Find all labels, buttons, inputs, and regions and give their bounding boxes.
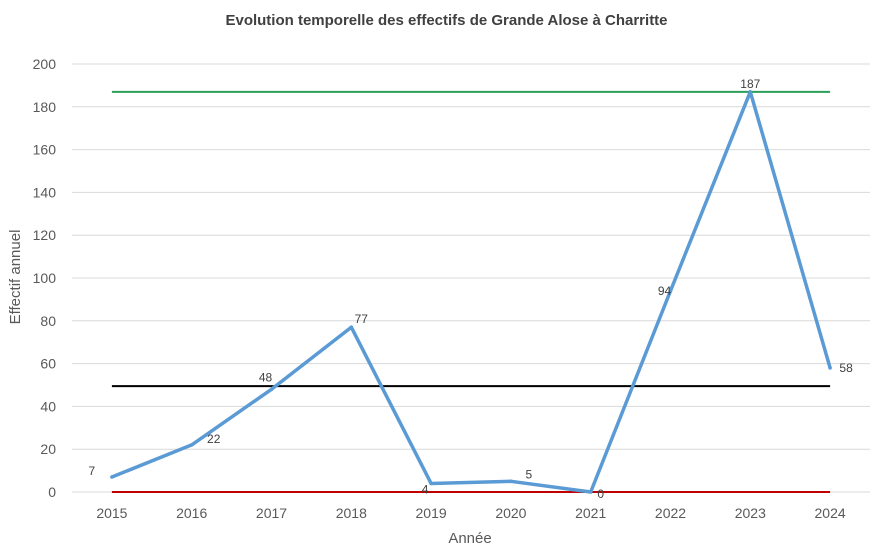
y-tick-200: 200 (33, 56, 57, 72)
data-point-2017 (269, 387, 274, 392)
x-tick-2016: 2016 (176, 505, 207, 521)
reference-lines (111, 90, 831, 493)
data-point-2021 (588, 490, 593, 494)
y-tick-80: 80 (40, 313, 56, 329)
chart-title: Evolution temporelle des effectifs de Gr… (225, 12, 668, 29)
gridlines (72, 63, 870, 493)
data-label-2018: 77 (355, 312, 369, 326)
data-label-2019: 4 (422, 482, 429, 496)
data-labels: 7 22 48 77 4 5 0 94 187 58 (89, 77, 854, 501)
data-label-2016: 22 (207, 432, 221, 446)
x-tick-2021: 2021 (575, 505, 606, 521)
data-point-2022 (668, 289, 673, 293)
x-tick-2017: 2017 (256, 505, 287, 521)
x-tick-2020: 2020 (495, 505, 526, 521)
series-layer (110, 90, 832, 494)
y-tick-60: 60 (40, 356, 56, 372)
data-label-2024: 58 (839, 361, 853, 375)
data-point-2024 (828, 366, 832, 370)
y-tick-40: 40 (40, 398, 56, 414)
x-tick-2023: 2023 (735, 505, 766, 521)
x-tick-2022: 2022 (655, 505, 686, 521)
data-point-2018 (349, 325, 354, 330)
x-tick-2024: 2024 (815, 505, 846, 521)
data-point-2015 (110, 475, 114, 479)
x-tick-2015: 2015 (96, 505, 127, 521)
y-tick-20: 20 (40, 441, 56, 457)
data-point-2016 (189, 443, 194, 447)
data-label-2017: 48 (259, 370, 273, 384)
data-label-2020: 5 (526, 467, 533, 481)
data-point-2023 (748, 90, 753, 94)
y-tick-140: 140 (33, 184, 57, 200)
x-axis-title: Année (448, 530, 491, 547)
y-tick-100: 100 (33, 270, 57, 286)
y-axis-title: Effectif annuel (7, 230, 24, 325)
y-tick-180: 180 (33, 99, 57, 115)
x-tick-2019: 2019 (416, 505, 447, 521)
data-label-2023: 187 (740, 77, 760, 91)
y-tick-labels: 0 20 40 60 80 100 120 140 160 180 200 (33, 56, 57, 500)
x-tick-2018: 2018 (336, 505, 367, 521)
data-point-2019 (429, 481, 433, 486)
x-tick-labels: 2015 2016 2017 2018 2019 2020 2021 2022 2023 2024 (96, 505, 846, 521)
y-tick-160: 160 (33, 142, 57, 158)
y-tick-0: 0 (48, 484, 56, 500)
data-label-2015: 7 (89, 464, 96, 478)
data-label-2022: 94 (658, 284, 672, 298)
y-tick-120: 120 (33, 227, 57, 243)
data-point-2020 (509, 479, 513, 484)
series-line-0 (111, 90, 832, 494)
data-label-2021: 0 (597, 487, 604, 501)
